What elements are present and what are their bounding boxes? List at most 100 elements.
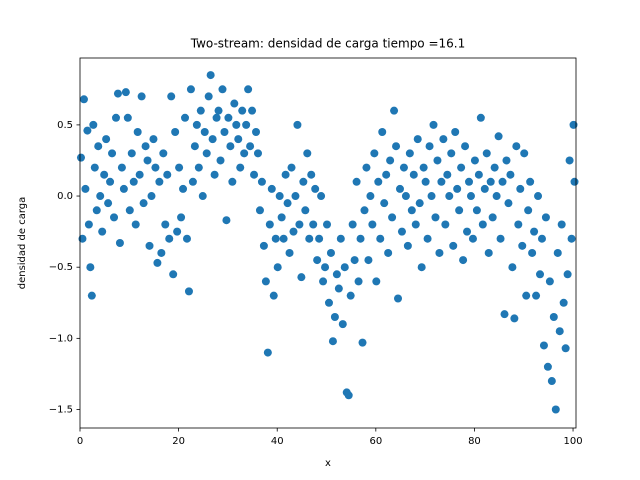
point [206,71,215,80]
point [435,248,444,257]
point [137,92,146,101]
point [530,227,539,236]
point [210,170,219,179]
point [110,213,119,222]
point [397,227,406,236]
point [338,320,347,329]
point [437,177,446,186]
point [216,156,225,165]
point [297,273,306,282]
x-tick-label: 0 [77,436,83,447]
point [376,234,385,243]
point [457,163,466,172]
point [246,142,255,151]
y-axis-label: densidad de carga [17,197,28,290]
point [228,177,237,186]
point [212,113,221,122]
point [307,170,316,179]
point [265,220,274,229]
point [388,213,397,222]
point [360,206,369,215]
point [502,156,511,165]
point [182,234,191,243]
point [370,149,379,158]
point [186,85,195,94]
point [474,170,483,179]
point [439,135,448,144]
point [526,177,535,186]
point [443,170,452,179]
point [87,291,96,300]
point [143,156,152,165]
point [336,234,345,243]
point [492,192,501,201]
point [482,149,491,158]
point [253,149,262,158]
point [520,149,529,158]
point [368,220,377,229]
point [480,184,489,193]
point [364,256,373,265]
point [394,294,403,303]
point [386,156,395,165]
point [401,192,410,201]
point [214,106,223,115]
point [190,142,199,151]
point [171,128,180,136]
point [453,184,462,193]
point [226,142,235,151]
point [346,291,355,300]
point [188,177,197,186]
point [551,405,560,414]
point [433,156,442,165]
point [222,216,231,225]
point [567,234,576,243]
point [390,106,399,115]
point [165,234,174,243]
point [135,170,144,179]
point [506,170,515,179]
point [275,192,284,201]
point [549,313,558,321]
point [104,199,113,208]
point [184,287,193,296]
point [395,184,404,193]
point [461,142,470,151]
point [366,192,375,201]
point [508,263,517,272]
point [403,241,412,250]
point [192,120,201,129]
point [340,263,349,272]
point [534,192,543,201]
point [119,184,128,193]
y-tick-label: −1.5 [49,405,73,416]
point [328,337,337,346]
point [224,113,233,122]
point [413,135,422,144]
point [466,192,475,201]
point [220,128,229,136]
point [334,284,343,293]
point [569,120,578,129]
plot-frame [79,57,577,429]
point [111,113,120,122]
point [476,113,485,122]
point [559,298,568,307]
point [425,142,434,151]
point [445,192,454,201]
point [267,184,276,193]
point [177,213,186,222]
x-axis-label: x [325,458,331,469]
point [380,199,389,208]
x-tick-label: 80 [468,436,481,447]
point [263,348,272,357]
point [301,206,310,215]
point [179,184,188,193]
point [557,220,566,229]
point [494,132,503,141]
point [155,177,164,186]
point [84,220,93,229]
point [498,177,507,186]
point [123,113,132,122]
